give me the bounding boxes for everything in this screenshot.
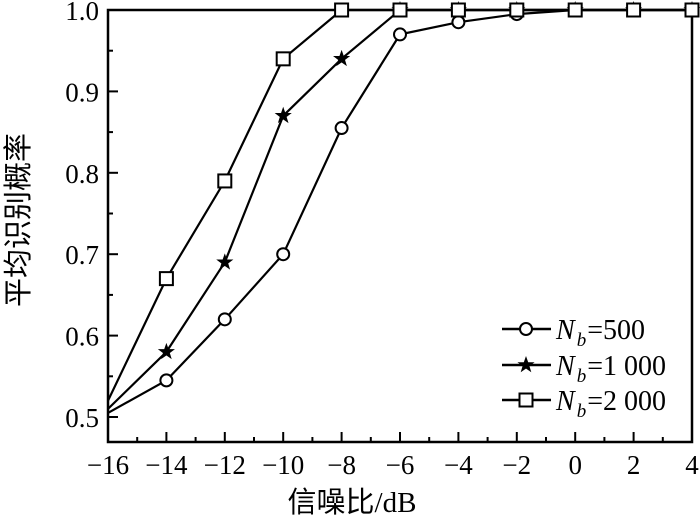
x-tick-label: −14 <box>145 450 188 480</box>
square-marker <box>275 51 291 67</box>
circle-marker <box>217 312 232 327</box>
x-tick-label: 4 <box>685 450 699 480</box>
square-marker <box>158 271 174 287</box>
series-square <box>107 2 700 402</box>
star-marker <box>274 106 292 124</box>
x-tick-label: −6 <box>386 450 415 480</box>
y-tick-label: 0.7 <box>65 240 99 270</box>
y-axis-title: 平均识别概率 <box>2 133 35 307</box>
square-marker <box>518 392 534 408</box>
y-tick-label: 0.8 <box>65 159 99 189</box>
x-axis-title: 信噪比/dB <box>288 486 417 519</box>
circle-marker <box>159 373 174 388</box>
star-marker <box>333 49 351 67</box>
square-marker <box>626 2 642 18</box>
star-marker <box>157 342 175 360</box>
x-tick-labels: −16 −14 −12 −10 −8 −6 −4 −2 0 2 4 <box>87 450 699 480</box>
star-marker <box>216 253 234 270</box>
y-tick-label: 0.6 <box>65 322 99 352</box>
square-marker <box>450 2 466 18</box>
x-tick-label: −10 <box>262 450 304 480</box>
x-tick-label: −4 <box>444 450 473 480</box>
y-tick-label: 1.0 <box>65 0 99 26</box>
x-tick-label: 0 <box>568 450 582 480</box>
square-marker <box>334 2 350 18</box>
data-series <box>107 0 700 414</box>
circle-marker <box>276 247 291 262</box>
y-tick-label: 0.9 <box>65 77 99 107</box>
square-marker <box>684 2 700 18</box>
circle-marker <box>519 322 533 336</box>
circle-marker <box>451 15 466 30</box>
x-tick-label: 2 <box>627 450 641 480</box>
star-marker <box>517 355 535 373</box>
x-tick-label: −2 <box>502 450 531 480</box>
square-marker <box>567 2 583 18</box>
x-tick-label: −16 <box>87 450 129 480</box>
y-tick-label: 0.5 <box>65 403 99 433</box>
square-marker <box>509 2 525 18</box>
square-marker <box>392 2 408 18</box>
x-tick-label: −8 <box>327 450 356 480</box>
circle-marker <box>393 27 407 42</box>
x-tick-label: −12 <box>204 450 246 480</box>
y-tick-labels: 1.0 0.9 0.8 0.7 0.6 0.5 <box>65 0 99 433</box>
square-marker <box>217 173 233 189</box>
circle-marker <box>334 121 349 136</box>
